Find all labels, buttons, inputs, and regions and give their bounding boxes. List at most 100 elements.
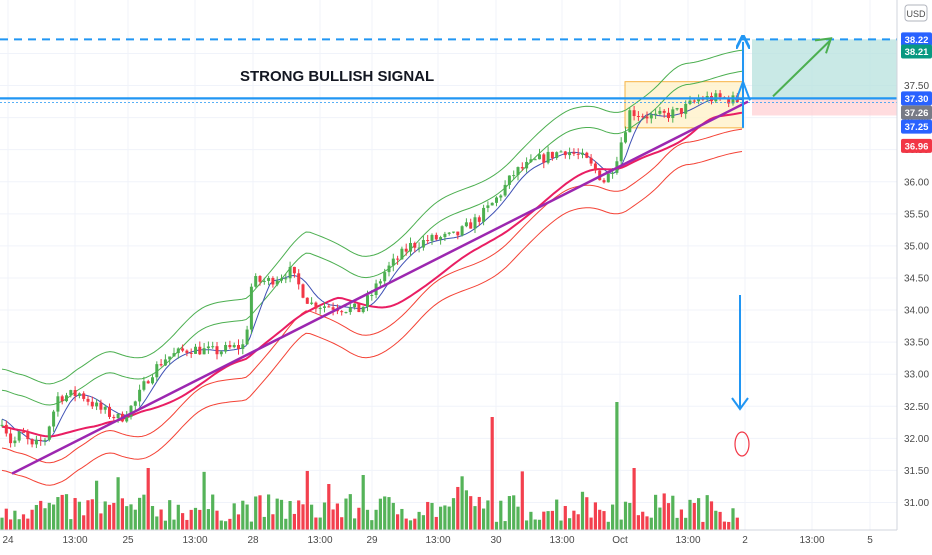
volume-bar bbox=[735, 517, 739, 530]
candle-body bbox=[116, 413, 120, 419]
candle-body bbox=[292, 266, 296, 274]
volume-bar bbox=[482, 508, 486, 530]
volume-bar bbox=[331, 509, 335, 530]
candle-body bbox=[103, 406, 107, 410]
volume-bar bbox=[146, 468, 150, 530]
x-tick-label: 28 bbox=[247, 535, 259, 546]
upper-band-inner bbox=[1, 70, 743, 406]
candle-body bbox=[65, 395, 68, 402]
volume-bar bbox=[228, 518, 232, 530]
candle-body bbox=[151, 377, 154, 384]
volume-bar bbox=[0, 517, 4, 530]
volume-bar bbox=[26, 518, 30, 530]
volume-bar bbox=[150, 506, 155, 530]
candle-body bbox=[469, 222, 473, 229]
volume-bar bbox=[451, 498, 456, 530]
volume-bar bbox=[525, 520, 529, 530]
candle-body bbox=[327, 306, 331, 308]
volume-bar bbox=[632, 468, 636, 530]
candle-body bbox=[219, 351, 223, 355]
candle-body bbox=[258, 276, 262, 282]
volume-bar bbox=[568, 518, 572, 530]
volume-bar bbox=[107, 504, 112, 530]
volume-bar bbox=[662, 493, 666, 530]
candle-body bbox=[133, 401, 137, 406]
candle-body bbox=[434, 234, 438, 240]
volume-bar bbox=[383, 496, 387, 530]
volume-bar bbox=[611, 504, 615, 530]
volume-bar bbox=[705, 495, 709, 530]
volume-highlight-circle bbox=[734, 431, 750, 457]
volume-bar bbox=[606, 521, 610, 530]
candle-body bbox=[142, 381, 146, 390]
volume-bar bbox=[275, 498, 279, 530]
candle-body bbox=[602, 180, 606, 183]
entry-chevron bbox=[735, 78, 751, 101]
volume-bar bbox=[224, 521, 228, 530]
volume-bar bbox=[714, 510, 718, 530]
candle-body bbox=[550, 151, 554, 159]
volume-bar bbox=[215, 510, 219, 530]
candle-body bbox=[275, 280, 279, 285]
volume-bar bbox=[99, 513, 103, 530]
volume-bar bbox=[718, 511, 722, 530]
candle-body bbox=[387, 265, 391, 273]
candle-body bbox=[507, 175, 511, 185]
lower-band-outer bbox=[1, 151, 743, 486]
candle-body bbox=[378, 281, 382, 284]
candle-body bbox=[606, 173, 610, 183]
volume-bar bbox=[499, 500, 503, 530]
volume-bar bbox=[69, 519, 73, 530]
candle-body bbox=[546, 151, 550, 163]
volume-bar bbox=[456, 486, 460, 530]
volume-bar bbox=[645, 516, 649, 530]
candle-body bbox=[155, 364, 159, 378]
volume-bar bbox=[327, 484, 331, 530]
y-tick-label: 34.00 bbox=[904, 306, 929, 317]
volume-bar bbox=[692, 503, 696, 530]
volume-bar bbox=[585, 497, 589, 530]
volume-bar bbox=[400, 508, 404, 530]
candle-body bbox=[159, 364, 163, 366]
candle-body bbox=[611, 172, 615, 174]
volume-bar bbox=[138, 497, 142, 530]
volume-bar bbox=[671, 495, 675, 530]
candle-body bbox=[503, 184, 507, 196]
currency-label[interactable]: USD bbox=[904, 4, 928, 22]
volume-bar bbox=[684, 517, 688, 530]
price-badge-bg bbox=[901, 119, 932, 134]
volume-bar bbox=[9, 519, 13, 530]
x-tick-label: 13:00 bbox=[62, 535, 87, 546]
candle-body bbox=[280, 278, 283, 281]
candle-body bbox=[679, 108, 683, 114]
candle-body bbox=[331, 307, 335, 310]
candle-body bbox=[310, 302, 314, 304]
volume-bar bbox=[116, 477, 120, 530]
price-badge-bg bbox=[901, 44, 932, 59]
x-tick-label: 13:00 bbox=[675, 535, 700, 546]
x-tick-label: Oct bbox=[612, 535, 628, 546]
grid bbox=[0, 0, 897, 530]
volume-bar bbox=[374, 509, 378, 530]
currency-text: USD bbox=[906, 9, 926, 19]
candle-body bbox=[417, 247, 421, 249]
candle-body bbox=[305, 297, 309, 304]
volume-bar bbox=[555, 499, 559, 530]
candle-body bbox=[267, 277, 271, 281]
candle-body bbox=[323, 306, 326, 308]
candle-body bbox=[533, 159, 537, 161]
price-badge-bg bbox=[901, 138, 932, 153]
bullish-arrow bbox=[772, 39, 831, 98]
volume-bar bbox=[550, 510, 554, 530]
x-tick-label: 30 bbox=[490, 535, 502, 546]
candle-body bbox=[125, 416, 129, 422]
price-badge-label: 37.30 bbox=[905, 94, 929, 105]
volume-bar bbox=[82, 515, 86, 530]
volume-bar bbox=[155, 516, 159, 530]
volume-bar bbox=[464, 490, 468, 530]
volume-bar bbox=[357, 507, 361, 530]
candle-body bbox=[692, 100, 696, 102]
candle-body bbox=[26, 431, 30, 440]
